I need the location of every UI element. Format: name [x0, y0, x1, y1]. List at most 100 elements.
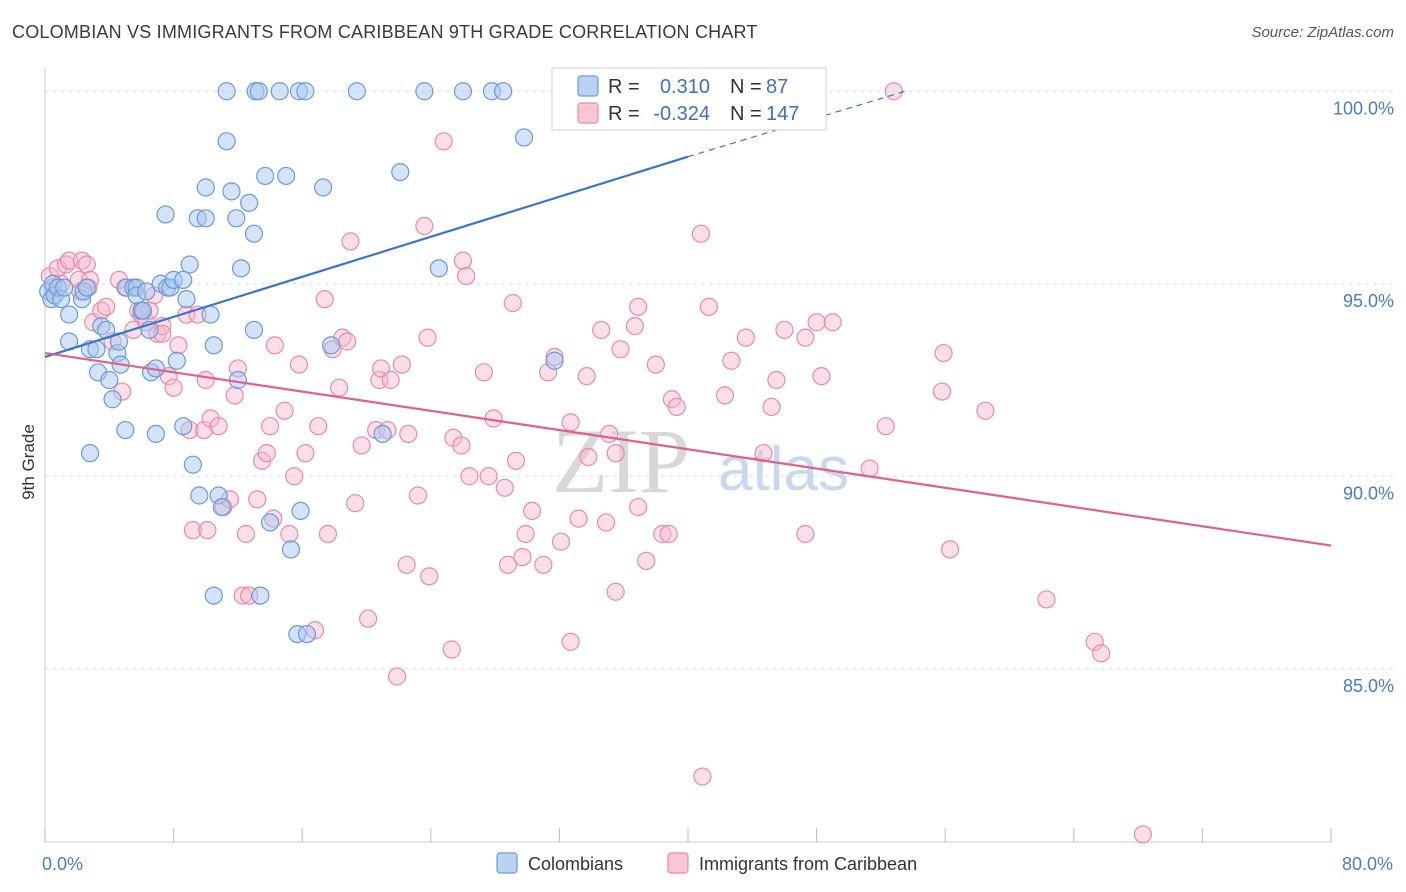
caribbean-point — [796, 524, 815, 544]
colombian-point — [256, 166, 275, 186]
caribbean-point — [233, 586, 252, 605]
y-tick-label: 85.0% — [1343, 676, 1394, 696]
caribbean-point — [646, 355, 665, 374]
caribbean-point — [418, 328, 437, 347]
caribbean-point — [183, 521, 202, 540]
caribbean-point — [932, 382, 952, 401]
source-label: Source: ZipAtlas.com — [1251, 24, 1394, 41]
colombian-point — [174, 417, 193, 436]
x-tick-label: 80.0% — [1342, 854, 1393, 874]
caribbean-point — [522, 501, 542, 520]
colombian-point — [177, 290, 196, 309]
caribbean-point — [164, 378, 183, 397]
chart-title: COLOMBIAN VS IMMIGRANTS FROM CARIBBEAN 9… — [12, 22, 758, 42]
caribbean-point — [196, 370, 215, 390]
caribbean-point — [569, 509, 588, 528]
caribbean-point — [479, 467, 498, 486]
colombian-point — [313, 178, 333, 197]
caribbean-point — [1133, 825, 1153, 844]
caribbean-point — [976, 401, 995, 420]
caribbean-point — [495, 478, 514, 497]
colombian-point — [297, 624, 317, 644]
caribbean-point — [775, 320, 794, 340]
legend-n-value-1: 87 — [766, 76, 788, 98]
caribbean-point — [667, 397, 686, 417]
caribbean-point — [762, 397, 781, 417]
colombian-point — [180, 255, 199, 274]
colombian-point — [545, 351, 564, 370]
caribbean-point — [392, 355, 411, 374]
colombian-point — [190, 486, 209, 505]
colombian-point — [196, 209, 215, 228]
series-legend-label-caribbean: Immigrants from Caribbean — [699, 854, 917, 874]
colombian-point — [494, 82, 513, 101]
caribbean-point — [796, 328, 815, 347]
colombian-point — [240, 193, 259, 212]
watermark: ZIP atlas — [552, 410, 849, 512]
caribbean-point — [577, 367, 596, 386]
caribbean-point — [280, 524, 299, 544]
caribbean-point — [823, 313, 842, 332]
colombian-point — [80, 444, 100, 463]
colombian-point — [415, 82, 434, 101]
caribbean-point — [330, 378, 349, 397]
colombian-point — [167, 351, 186, 370]
caribbean-point — [611, 340, 630, 359]
caribbean-point — [736, 328, 755, 347]
y-tick-label: 100.0% — [1333, 98, 1394, 118]
caribbean-point — [812, 367, 831, 386]
series-legend-swatch-caribbean — [667, 852, 689, 874]
legend-r-label-2: R = — [608, 103, 640, 125]
caribbean-point — [452, 436, 471, 455]
caribbean-point — [260, 417, 280, 436]
caribbean-point — [341, 232, 360, 251]
caribbean-point — [397, 555, 416, 574]
colombian-point — [227, 209, 246, 228]
colombian-point — [212, 497, 231, 517]
legend-swatch-colombians — [577, 75, 599, 97]
caribbean-point — [653, 524, 672, 544]
caribbean-point — [315, 290, 334, 309]
colombian-point — [277, 166, 296, 186]
caribbean-point — [265, 336, 284, 355]
colombian-point — [60, 305, 79, 324]
caribbean-point — [399, 424, 418, 443]
caribbean-point — [96, 297, 116, 316]
colombian-point — [296, 82, 315, 101]
caribbean-point — [534, 555, 553, 574]
series-legend-label-colombians: Colombians — [528, 854, 623, 874]
caribbean-point — [442, 640, 461, 659]
colombian-point — [260, 513, 280, 532]
colombian-point — [391, 163, 410, 182]
caribbean-point — [257, 444, 276, 463]
colombian-point — [77, 278, 96, 297]
caribbean-point — [940, 540, 960, 559]
caribbean-point — [225, 386, 244, 405]
caribbean-point — [934, 343, 953, 363]
caribbean-point — [1092, 644, 1111, 663]
caribbean-point — [434, 132, 453, 151]
caribbean-point — [767, 370, 786, 390]
colombian-point — [174, 270, 193, 289]
caribbean-point — [807, 313, 826, 332]
colombian-point — [116, 420, 135, 440]
caribbean-point — [629, 297, 648, 316]
series-legend: Colombians Immigrants from Caribbean — [496, 852, 917, 874]
caribbean-point — [275, 401, 294, 420]
colombian-point — [201, 305, 220, 324]
colombian-point — [453, 82, 473, 101]
colombian-point — [322, 336, 341, 355]
grid-lines — [45, 90, 1395, 670]
caribbean-point — [659, 524, 678, 544]
y-tick-label: 90.0% — [1343, 483, 1394, 503]
colombian-point — [244, 320, 264, 340]
colombian-point — [347, 82, 366, 101]
caribbean-point — [876, 417, 895, 436]
caribbean-point — [561, 413, 580, 432]
caribbean-point — [722, 351, 741, 370]
colombian-point — [373, 424, 392, 443]
caribbean-point — [592, 320, 611, 340]
caribbean-point — [691, 224, 710, 243]
colombian-point — [103, 390, 122, 409]
